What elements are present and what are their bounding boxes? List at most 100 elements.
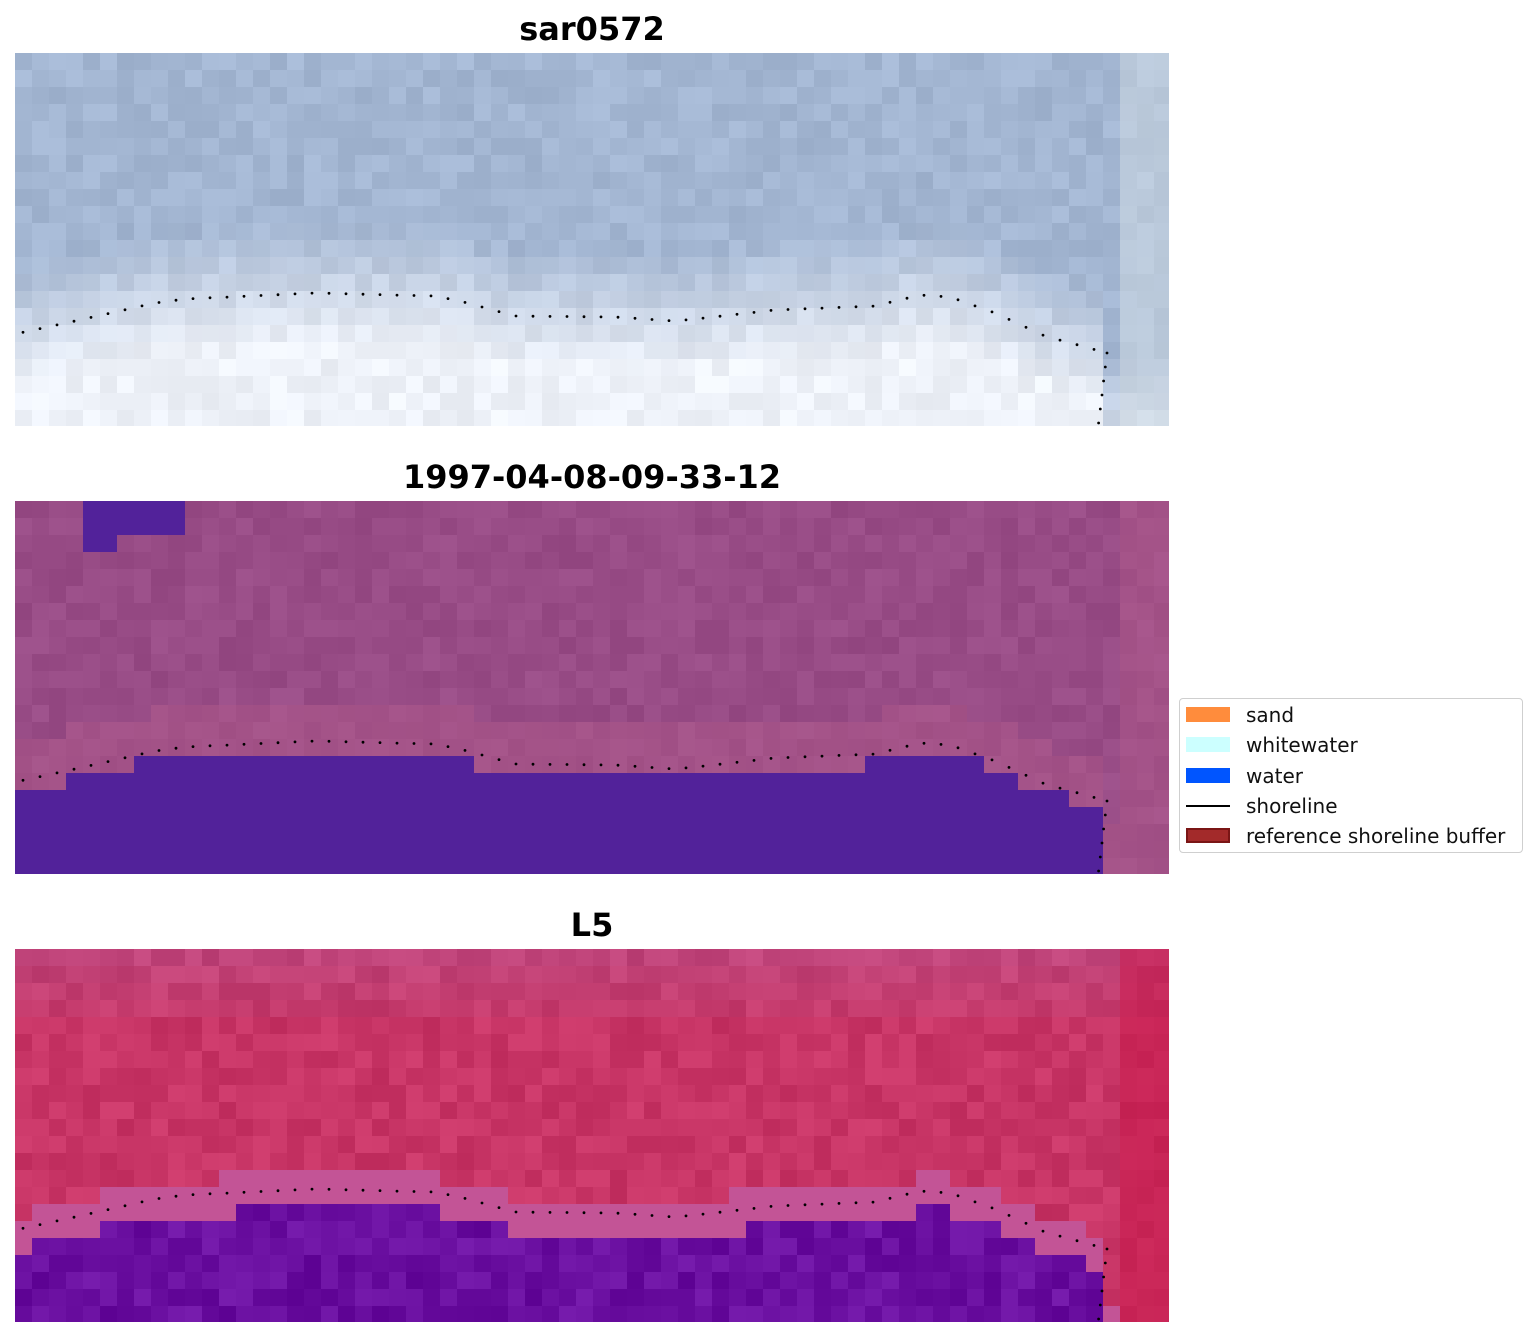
pixel-cell (491, 223, 509, 241)
pixel-cell (1103, 410, 1121, 426)
pixel-cell (1103, 189, 1121, 207)
pixel-cell (236, 1238, 254, 1256)
pixel-cell (168, 1170, 186, 1188)
shoreline-point (191, 1193, 195, 1196)
pixel-cell (270, 1102, 288, 1120)
pixel-cell (1035, 223, 1053, 241)
pixel-cell (389, 756, 407, 774)
pixel-cell (1137, 1272, 1155, 1290)
pixel-cell (423, 1170, 441, 1188)
pixel-cell (1154, 705, 1169, 723)
pixel-cell (678, 1221, 696, 1239)
pixel-cell (627, 705, 645, 723)
pixel-cell (1052, 1068, 1070, 1086)
pixel-cell (1001, 841, 1019, 859)
pixel-cell (916, 841, 934, 859)
pixel-cell (933, 1153, 951, 1171)
pixel-cell (763, 1119, 781, 1137)
pixel-cell (899, 1000, 917, 1018)
pixel-cell (202, 410, 220, 426)
pixel-cell (763, 70, 781, 88)
pixel-cell (270, 654, 288, 672)
pixel-cell (576, 1238, 594, 1256)
pixel-cell (457, 705, 475, 723)
pixel-cell (1018, 121, 1036, 139)
pixel-cell (933, 359, 951, 377)
pixel-cell (712, 325, 730, 343)
pixel-cell (865, 1221, 883, 1239)
pixel-cell (321, 121, 339, 139)
pixel-cell (440, 966, 458, 984)
pixel-cell (559, 223, 577, 241)
pixel-cell (83, 359, 101, 377)
pixel-cell (1052, 1289, 1070, 1307)
pixel-cell (746, 1085, 764, 1103)
shoreline-line-swatch (1186, 805, 1230, 807)
pixel-cell (746, 1272, 764, 1290)
pixel-cell (423, 138, 441, 156)
pixel-cell (899, 138, 917, 156)
pixel-cell (236, 1306, 254, 1322)
pixel-cell (1035, 1153, 1053, 1171)
pixel-cell (32, 773, 50, 791)
pixel-cell (933, 1136, 951, 1154)
pixel-cell (661, 739, 679, 757)
pixel-cell (15, 1187, 33, 1205)
pixel-cell (576, 841, 594, 859)
pixel-cell (1052, 359, 1070, 377)
pixel-cell (491, 620, 509, 638)
pixel-cell (780, 1272, 798, 1290)
pixel-cell (1018, 949, 1036, 967)
pixel-cell (338, 257, 356, 275)
pixel-cell (32, 654, 50, 672)
pixel-cell (746, 291, 764, 309)
pixel-cell (287, 756, 305, 774)
pixel-cell (202, 155, 220, 173)
pixel-cell (1154, 223, 1169, 241)
pixel-cell (695, 1187, 713, 1205)
pixel-cell (151, 87, 169, 105)
pixel-cell (644, 410, 662, 426)
pixel-cell (32, 586, 50, 604)
pixel-cell (202, 1221, 220, 1239)
pixel-cell (168, 70, 186, 88)
pixel-cell (389, 603, 407, 621)
pixel-cell (1103, 1085, 1121, 1103)
pixel-cell (287, 620, 305, 638)
pixel-cell (304, 688, 322, 706)
pixel-cell (695, 858, 713, 874)
pixel-cell (797, 824, 815, 842)
pixel-cell (236, 274, 254, 292)
pixel-cell (372, 342, 390, 360)
pixel-cell (355, 325, 373, 343)
pixel-cell (1137, 1000, 1155, 1018)
pixel-cell (882, 756, 900, 774)
pixel-cell (627, 1255, 645, 1273)
pixel-cell (355, 376, 373, 394)
pixel-cell (763, 155, 781, 173)
pixel-cell (83, 1289, 101, 1307)
pixel-cell (406, 620, 424, 638)
pixel-cell (151, 410, 169, 426)
shoreline-point (990, 758, 994, 762)
pixel-cell (1018, 1272, 1036, 1290)
pixel-cell (848, 1119, 866, 1137)
pixel-cell (1103, 841, 1121, 859)
pixel-cell (712, 983, 730, 1001)
pixel-cell (746, 671, 764, 689)
pixel-cell (882, 671, 900, 689)
pixel-cell (287, 291, 305, 309)
pixel-cell (270, 620, 288, 638)
pixel-cell (304, 1153, 322, 1171)
pixel-cell (355, 393, 373, 411)
pixel-cell (1154, 104, 1169, 122)
pixel-cell (678, 342, 696, 360)
shoreline-point (225, 743, 229, 747)
pixel-cell (270, 1289, 288, 1307)
pixel-cell (814, 671, 832, 689)
pixel-cell (389, 966, 407, 984)
pixel-cell (474, 410, 492, 426)
pixel-cell (576, 569, 594, 587)
pixel-cell (100, 966, 118, 984)
pixel-cell (916, 104, 934, 122)
